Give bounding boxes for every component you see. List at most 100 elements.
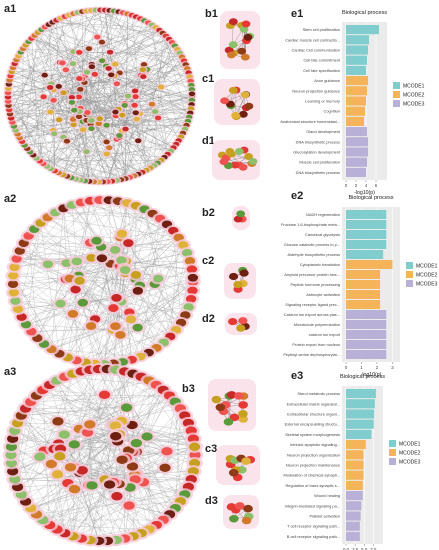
bar (346, 25, 379, 35)
network-edge (8, 11, 83, 102)
network-edge (79, 280, 140, 286)
network-node (70, 122, 77, 128)
network-edge (115, 249, 193, 278)
network-edge (36, 157, 130, 178)
network-edge (14, 369, 117, 480)
category-label: Cytoplasmic translation (300, 262, 340, 267)
network-node (103, 122, 110, 128)
network-edge (55, 212, 161, 219)
network-edge (135, 95, 193, 113)
network-edge (54, 140, 179, 172)
module-node (243, 33, 253, 41)
module-node (220, 97, 229, 105)
network-edge (37, 199, 100, 339)
network-edge (72, 454, 196, 537)
network-edge (34, 35, 51, 88)
network-node (124, 93, 132, 99)
category-label: Cell fate specification (303, 68, 340, 73)
network-node (9, 263, 20, 272)
bar (346, 167, 366, 177)
category-label: Regulation of trans-synaptic s... (286, 483, 341, 488)
network-node (70, 285, 81, 294)
category-label: Neuron projection guidance (292, 88, 340, 93)
network-edge (46, 141, 67, 167)
legend-label: MCODE2 (403, 93, 425, 99)
category-label: Signaling receptor ligand prec... (285, 302, 340, 307)
network-node (188, 91, 196, 97)
category-label: Wound healing (314, 493, 340, 498)
label-d3: d3 (205, 495, 218, 507)
bar (346, 96, 366, 106)
label-c2: c2 (202, 255, 215, 267)
network-node (133, 116, 140, 122)
network-edge (71, 204, 91, 243)
network-node (98, 58, 106, 64)
network-node (54, 452, 66, 461)
module-node (211, 395, 222, 404)
network-node (188, 442, 201, 452)
bar (346, 260, 393, 269)
category-label: Extracellular structure organi... (287, 412, 340, 417)
network-node (45, 459, 57, 469)
network-edge (11, 369, 117, 447)
network-edge (63, 208, 97, 241)
module-b1 (220, 11, 260, 69)
network-node (187, 286, 198, 295)
network-edge (118, 433, 195, 447)
network-node (159, 463, 171, 472)
network-node (109, 246, 121, 254)
module-node (228, 86, 238, 94)
network-edge (114, 10, 168, 155)
bar (346, 280, 381, 289)
module-c3 (216, 445, 260, 485)
network-node (185, 295, 197, 303)
chart-e3: Biological process Sterol metabolic proce… (284, 374, 421, 550)
network-node (140, 74, 147, 80)
bar (346, 340, 387, 349)
module-node (225, 148, 235, 155)
category-label: Cognition (324, 109, 340, 114)
network-edge (17, 222, 41, 310)
network-node (140, 62, 148, 67)
network-edge (79, 52, 180, 54)
network-a1 (3, 6, 197, 186)
chart-e2: Biological process NADH regeneration Fruct… (281, 195, 438, 378)
network-edge (64, 376, 157, 386)
network-node (76, 49, 83, 55)
network-edge (36, 494, 185, 515)
network-node (86, 481, 98, 490)
module-node (231, 111, 240, 119)
network-node (139, 67, 146, 73)
network-edge (148, 22, 182, 138)
network-edge (15, 200, 91, 302)
bar (346, 116, 364, 126)
network-node (75, 94, 83, 100)
bar (346, 409, 375, 419)
network-node (68, 440, 80, 449)
network-node (77, 298, 88, 307)
network-edge (27, 64, 116, 149)
x-tick-label: 2.5 (352, 547, 359, 550)
network-edge (175, 401, 181, 502)
network-edge (124, 237, 179, 269)
network-edge (95, 10, 165, 158)
category-label: T cell receptor signaling path... (287, 524, 340, 529)
network-edge (25, 420, 122, 502)
bar (346, 470, 364, 480)
network-edge (11, 407, 127, 447)
network-edge (82, 466, 133, 471)
network-edge (73, 13, 170, 40)
network-node (124, 483, 136, 492)
network-edge (60, 303, 86, 363)
network-edge (13, 10, 106, 127)
network-edge (13, 275, 66, 280)
network-edge (117, 201, 192, 300)
network-edge (51, 208, 64, 350)
network-edge (67, 260, 126, 358)
network-edge (47, 217, 179, 238)
module-node (244, 153, 253, 160)
category-label: DNA biosynthetic process (296, 139, 340, 144)
bar (346, 531, 360, 541)
network-node (47, 109, 54, 115)
network-edge (73, 12, 124, 119)
